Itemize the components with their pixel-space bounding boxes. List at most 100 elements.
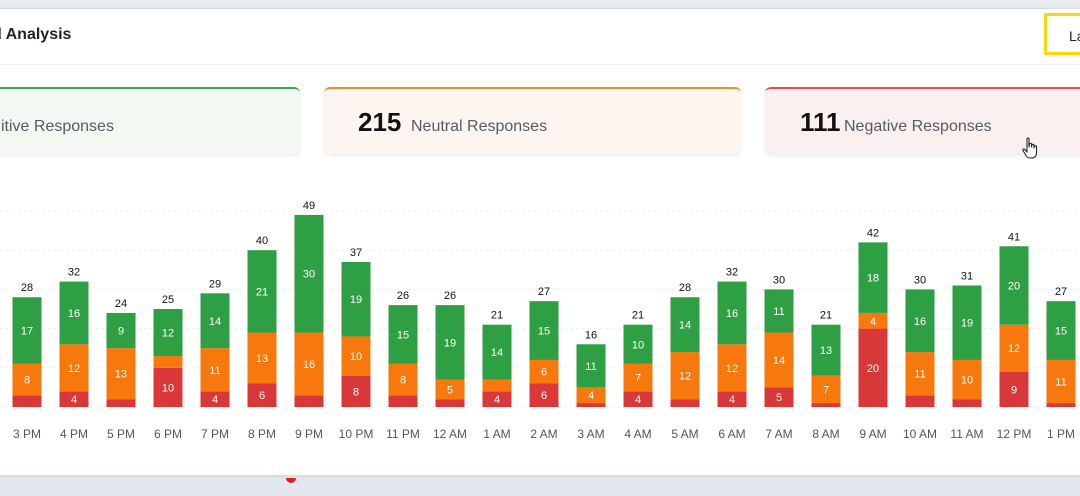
- bar-segment-neutral[interactable]: [482, 379, 512, 392]
- page-background-strip: [0, 478, 1080, 496]
- neutral-responses-card[interactable]: 215 Neutral Responses: [324, 87, 741, 154]
- bar-segment-negative[interactable]: [435, 399, 465, 407]
- hand-cursor-icon: [1022, 137, 1038, 159]
- bar-segment-positive[interactable]: [388, 305, 418, 364]
- bar-segment-negative[interactable]: [200, 391, 230, 407]
- bar-segment-neutral[interactable]: [764, 332, 794, 388]
- bar-segment-positive[interactable]: [247, 250, 277, 333]
- bar-segment-positive[interactable]: [529, 301, 559, 360]
- segment-value-label: 12: [679, 371, 691, 383]
- bar-segment-positive[interactable]: [12, 297, 42, 364]
- x-axis-tick-label: 8 PM: [248, 427, 276, 441]
- bar-segment-negative[interactable]: [12, 395, 42, 407]
- bar-segment-negative[interactable]: [106, 399, 136, 407]
- bar-segment-neutral[interactable]: [106, 348, 136, 400]
- bar-segment-positive[interactable]: [153, 309, 183, 357]
- bar-segment-neutral[interactable]: [999, 324, 1029, 372]
- bar-segment-negative[interactable]: [341, 375, 371, 407]
- bar-segment-neutral[interactable]: [435, 379, 465, 400]
- bar-segment-negative[interactable]: [529, 383, 559, 407]
- bar-segment-positive[interactable]: [623, 324, 653, 364]
- bar-segment-negative[interactable]: [952, 399, 982, 407]
- segment-value-label: 16: [914, 316, 926, 328]
- bar-segment-neutral[interactable]: [717, 344, 747, 392]
- segment-value-label: 19: [444, 337, 456, 349]
- segment-value-label: 6: [541, 367, 547, 379]
- bar-segment-negative[interactable]: [999, 371, 1029, 407]
- x-axis-tick-label: 6 AM: [718, 427, 745, 441]
- bar-segment-positive[interactable]: [341, 261, 371, 337]
- x-axis-tick-label: 3 PM: [13, 427, 41, 441]
- bar-total-label: 16: [585, 329, 597, 341]
- date-range-label: La: [1069, 28, 1080, 44]
- segment-value-label: 16: [68, 308, 80, 320]
- bar-segment-positive[interactable]: [670, 297, 700, 353]
- chart-bars: [12, 214, 1076, 407]
- positive-responses-card[interactable]: itive Responses: [0, 87, 300, 154]
- bar-segment-negative[interactable]: [764, 387, 794, 407]
- bar-segment-positive[interactable]: [435, 305, 465, 380]
- bar-total-label: 26: [397, 290, 409, 302]
- x-axis-tick-label: 11 PM: [386, 427, 420, 441]
- bar-segment-neutral[interactable]: [576, 387, 606, 404]
- bar-segment-neutral[interactable]: [952, 359, 982, 400]
- bar-segment-positive[interactable]: [294, 214, 324, 333]
- bar-segment-positive[interactable]: [764, 289, 794, 333]
- bar-segment-neutral[interactable]: [12, 363, 42, 396]
- bar-segment-negative[interactable]: [811, 403, 841, 407]
- bar-segment-neutral[interactable]: [858, 312, 888, 329]
- negative-responses-card[interactable]: 111 Negative Responses: [765, 87, 1080, 154]
- bar-segment-negative[interactable]: [858, 328, 888, 407]
- segment-value-label: 12: [726, 363, 738, 375]
- bar-segment-positive[interactable]: [200, 293, 230, 349]
- bar-segment-negative[interactable]: [1046, 403, 1076, 407]
- bar-segment-positive[interactable]: [1046, 301, 1076, 360]
- bar-segment-negative[interactable]: [388, 395, 418, 407]
- bar-segment-positive[interactable]: [999, 246, 1029, 325]
- bar-segment-negative[interactable]: [153, 367, 183, 407]
- neutral-count: 215: [358, 107, 402, 137]
- segment-value-label: 16: [726, 308, 738, 320]
- segment-value-label: 14: [773, 355, 785, 367]
- bar-segment-positive[interactable]: [952, 285, 982, 360]
- bar-segment-positive[interactable]: [482, 324, 512, 380]
- bar-total-label: 24: [115, 298, 127, 310]
- bar-segment-neutral[interactable]: [341, 336, 371, 376]
- bar-segment-neutral[interactable]: [905, 352, 935, 396]
- date-range-button[interactable]: La: [1044, 13, 1080, 55]
- segment-value-label: 5: [447, 384, 453, 396]
- bar-segment-positive[interactable]: [106, 312, 136, 349]
- bar-segment-neutral[interactable]: [294, 332, 324, 396]
- bar-segment-negative[interactable]: [294, 395, 324, 407]
- bar-segment-positive[interactable]: [811, 324, 841, 376]
- bar-segment-neutral[interactable]: [670, 352, 700, 400]
- bar-segment-negative[interactable]: [576, 403, 606, 407]
- bar-segment-neutral[interactable]: [388, 363, 418, 396]
- bar-segment-positive[interactable]: [858, 242, 888, 313]
- bar-segment-positive[interactable]: [717, 281, 747, 345]
- segment-value-label: 20: [867, 363, 879, 375]
- bar-segment-neutral[interactable]: [811, 375, 841, 404]
- bar-total-label: 21: [632, 310, 644, 322]
- segment-value-label: 14: [679, 320, 691, 332]
- bar-segment-negative[interactable]: [247, 383, 277, 407]
- bar-segment-negative[interactable]: [717, 391, 747, 407]
- bar-segment-neutral[interactable]: [200, 348, 230, 392]
- bar-segment-negative[interactable]: [670, 399, 700, 407]
- bar-segment-negative[interactable]: [905, 395, 935, 407]
- segment-value-label: 7: [823, 384, 829, 396]
- bar-segment-neutral[interactable]: [623, 363, 653, 392]
- bar-segment-neutral[interactable]: [247, 332, 277, 384]
- bar-segment-negative[interactable]: [482, 391, 512, 407]
- bar-segment-positive[interactable]: [905, 289, 935, 353]
- segment-value-label: 19: [961, 318, 973, 330]
- bar-segment-neutral[interactable]: [529, 359, 559, 384]
- segment-value-label: 11: [914, 369, 925, 381]
- bar-segment-neutral[interactable]: [59, 344, 89, 392]
- bar-segment-positive[interactable]: [59, 281, 89, 345]
- bar-segment-negative[interactable]: [623, 391, 653, 407]
- bar-segment-neutral[interactable]: [1046, 359, 1076, 404]
- bar-segment-positive[interactable]: [576, 344, 606, 388]
- bar-segment-negative[interactable]: [59, 391, 89, 407]
- bar-segment-neutral[interactable]: [153, 356, 183, 368]
